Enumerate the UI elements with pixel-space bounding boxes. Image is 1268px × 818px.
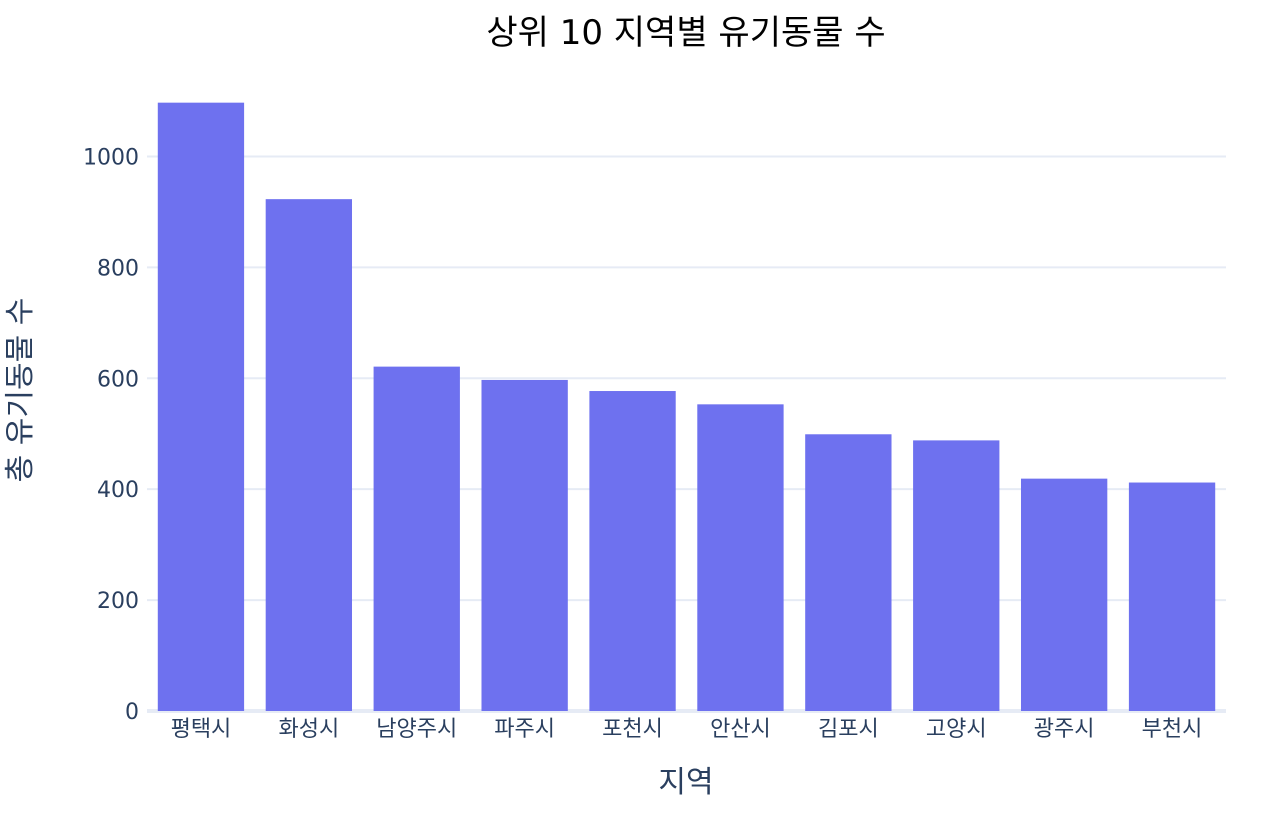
bars — [157, 102, 1216, 711]
bar-8 — [1020, 478, 1108, 711]
y-axis-title: 총 유기동물 수 — [3, 298, 38, 483]
bar-5 — [697, 404, 784, 711]
x-tick-label: 부천시 — [1142, 717, 1203, 742]
x-tick-label: 남양주시 — [376, 717, 457, 742]
y-tick-label: 0 — [125, 700, 139, 725]
bar-3 — [481, 379, 568, 711]
bar-6 — [805, 434, 892, 711]
x-tick-label: 광주시 — [1034, 717, 1095, 742]
bar-1 — [265, 199, 353, 711]
y-tick-label: 400 — [97, 478, 139, 503]
y-tick-label: 1000 — [83, 145, 139, 170]
y-tick-label: 800 — [97, 256, 139, 281]
bar-4 — [589, 391, 676, 711]
chart-title: 상위 10 지역별 유기동물 수 — [486, 13, 885, 53]
y-axis-ticks: 0 200 400 600 800 1000 — [83, 145, 139, 725]
x-tick-label: 고양시 — [926, 717, 987, 742]
x-tick-label: 파주시 — [494, 717, 555, 742]
x-axis-title: 지역 — [658, 765, 713, 800]
x-tick-label: 포천시 — [602, 717, 663, 742]
y-tick-label: 600 — [97, 367, 139, 392]
bar-9 — [1128, 482, 1216, 711]
x-tick-label: 안산시 — [710, 717, 771, 742]
y-tick-label: 200 — [97, 589, 139, 614]
bar-0 — [157, 102, 245, 711]
x-tick-label: 화성시 — [278, 717, 339, 742]
bar-7 — [913, 440, 1000, 711]
x-tick-label: 김포시 — [818, 717, 879, 742]
x-tick-label: 평택시 — [171, 717, 232, 742]
bar-2 — [373, 366, 460, 711]
x-axis-ticks: 평택시 화성시 남양주시 파주시 포천시 안산시 김포시 고양시 광주시 부천시 — [171, 717, 1203, 742]
